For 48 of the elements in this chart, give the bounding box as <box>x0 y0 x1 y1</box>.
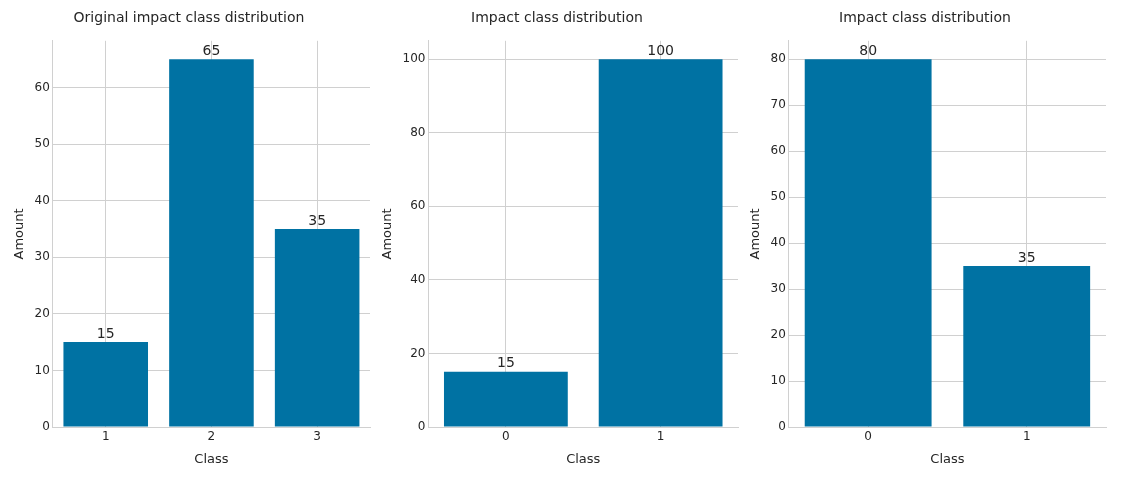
data-label: 35 <box>1017 248 1036 265</box>
y-tick-label: 60 <box>34 79 50 94</box>
y-axis-title: Amount <box>379 208 395 260</box>
y-tick-label: 20 <box>34 305 50 320</box>
y-tick-label: 70 <box>770 97 786 112</box>
x-tick-label: 1 <box>1022 429 1031 444</box>
data-label: 80 <box>859 41 878 58</box>
y-tick-label: 50 <box>770 189 786 204</box>
y-tick-label: 20 <box>770 327 786 342</box>
y-tick-label: 80 <box>770 51 786 66</box>
data-label: 100 <box>647 41 674 58</box>
chart-title: Impact class distribution <box>839 9 1011 26</box>
chart-title: Original impact class distribution <box>73 9 305 26</box>
y-tick-label: 100 <box>402 51 426 66</box>
y-tick-label: 10 <box>770 373 786 388</box>
x-tick-label: 2 <box>207 429 216 444</box>
x-tick-label: 0 <box>502 429 510 444</box>
y-tick-label: 50 <box>34 136 50 151</box>
y-axis-title: Amount <box>11 208 27 260</box>
data-label: 65 <box>202 41 221 58</box>
y-tick-label: 30 <box>34 249 50 264</box>
y-tick-label: 0 <box>417 419 426 434</box>
x-tick-label: 3 <box>313 429 321 444</box>
y-tick-label: 60 <box>410 198 426 213</box>
y-tick-label: 80 <box>410 124 426 139</box>
y-tick-label: 30 <box>770 281 786 296</box>
y-tick-label: 40 <box>34 192 50 207</box>
y-tick-label: 60 <box>770 143 786 158</box>
data-label: 15 <box>496 354 515 371</box>
y-axis-title: Amount <box>747 208 763 260</box>
y-tick-label: 40 <box>410 272 426 286</box>
x-axis-title: Class <box>566 450 601 466</box>
data-label: 15 <box>96 324 115 341</box>
chart-title: Impact class distribution <box>471 9 643 26</box>
x-axis-title: Class <box>194 450 229 466</box>
bar <box>169 59 254 427</box>
x-tick-label: 1 <box>101 429 110 444</box>
x-tick-label: 1 <box>656 429 665 444</box>
y-tick-label: 0 <box>42 419 50 434</box>
bar <box>274 228 360 427</box>
x-tick-label: 0 <box>864 429 872 444</box>
y-tick-label: 10 <box>34 362 50 377</box>
x-axis-title: Class <box>930 450 965 466</box>
data-label: 35 <box>308 211 327 228</box>
y-tick-label: 0 <box>778 419 786 434</box>
y-tick-label: 40 <box>770 235 786 250</box>
bar <box>63 342 149 427</box>
y-tick-label: 20 <box>410 345 426 360</box>
